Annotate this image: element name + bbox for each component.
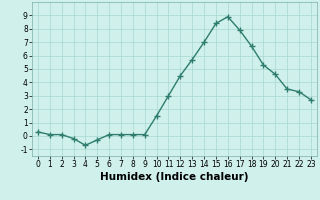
X-axis label: Humidex (Indice chaleur): Humidex (Indice chaleur) [100, 172, 249, 182]
